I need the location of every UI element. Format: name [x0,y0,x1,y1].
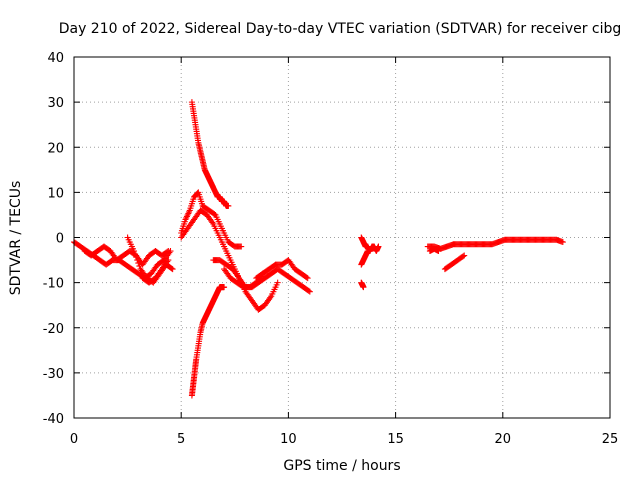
series-track-late-c [358,279,367,291]
x-axis-label: GPS time / hours [283,458,400,474]
data-point [360,284,367,291]
data-point [168,265,175,272]
y-tick-label: 40 [47,51,64,66]
data-point [164,248,171,255]
data-point [304,275,311,282]
data-point [238,243,245,250]
series-track-mid-e [221,266,266,291]
series-track-drop [188,284,228,399]
data-point [169,266,176,273]
data-point [221,284,228,291]
x-tick-label: 0 [70,432,78,447]
series-track-rise [188,99,232,209]
y-tick-label: -20 [43,322,64,337]
data-point [135,260,142,267]
y-tick-label: 20 [47,141,64,156]
series-track-early-b [81,243,172,268]
data-point [559,239,566,246]
series-track-early-d [139,257,172,286]
y-tick-label: -40 [43,412,64,427]
data-marks [71,99,566,399]
data-point [165,248,172,255]
data-point [131,248,138,255]
y-axis-label: SDTVAR / TECUs [8,181,24,296]
data-point [303,274,310,281]
x-tick-label: 15 [387,432,404,447]
series-track-evening [424,236,566,252]
data-point [132,251,139,258]
chart-title: Day 210 of 2022, Sidereal Day-to-day VTE… [59,21,622,37]
data-point [133,254,140,261]
data-point [225,202,232,209]
data-point [134,257,141,264]
x-tick-label: 5 [177,432,185,447]
x-tick-label: 20 [495,432,512,447]
data-point [136,263,143,270]
y-tick-label: 0 [56,232,64,247]
data-point [165,257,172,264]
series-track-mid-b [178,207,281,313]
x-tick-label: 25 [602,432,619,447]
x-tick-label: 10 [280,432,297,447]
data-point [259,270,266,277]
y-tick-label: -30 [43,367,64,382]
data-point [375,243,382,250]
series-track-late-b [358,234,373,255]
data-point [306,288,313,295]
grid [74,57,610,418]
data-point [460,253,467,260]
y-tick-label: -10 [43,277,64,292]
data-point [211,211,218,218]
axis-ticks: 0 5 10 15 20 25 -40 -30 -20 -10 0 10 20 30 40 [43,51,619,447]
data-point [461,252,468,259]
data-point [274,279,281,286]
series-track-evening-c [426,245,442,255]
y-tick-label: 30 [47,96,64,111]
series-track-evening-b [441,252,468,273]
y-tick-label: 10 [47,186,64,201]
data-point [305,287,312,294]
data-point [435,248,442,255]
data-point [366,248,373,255]
series-track-mid-a [178,189,245,250]
